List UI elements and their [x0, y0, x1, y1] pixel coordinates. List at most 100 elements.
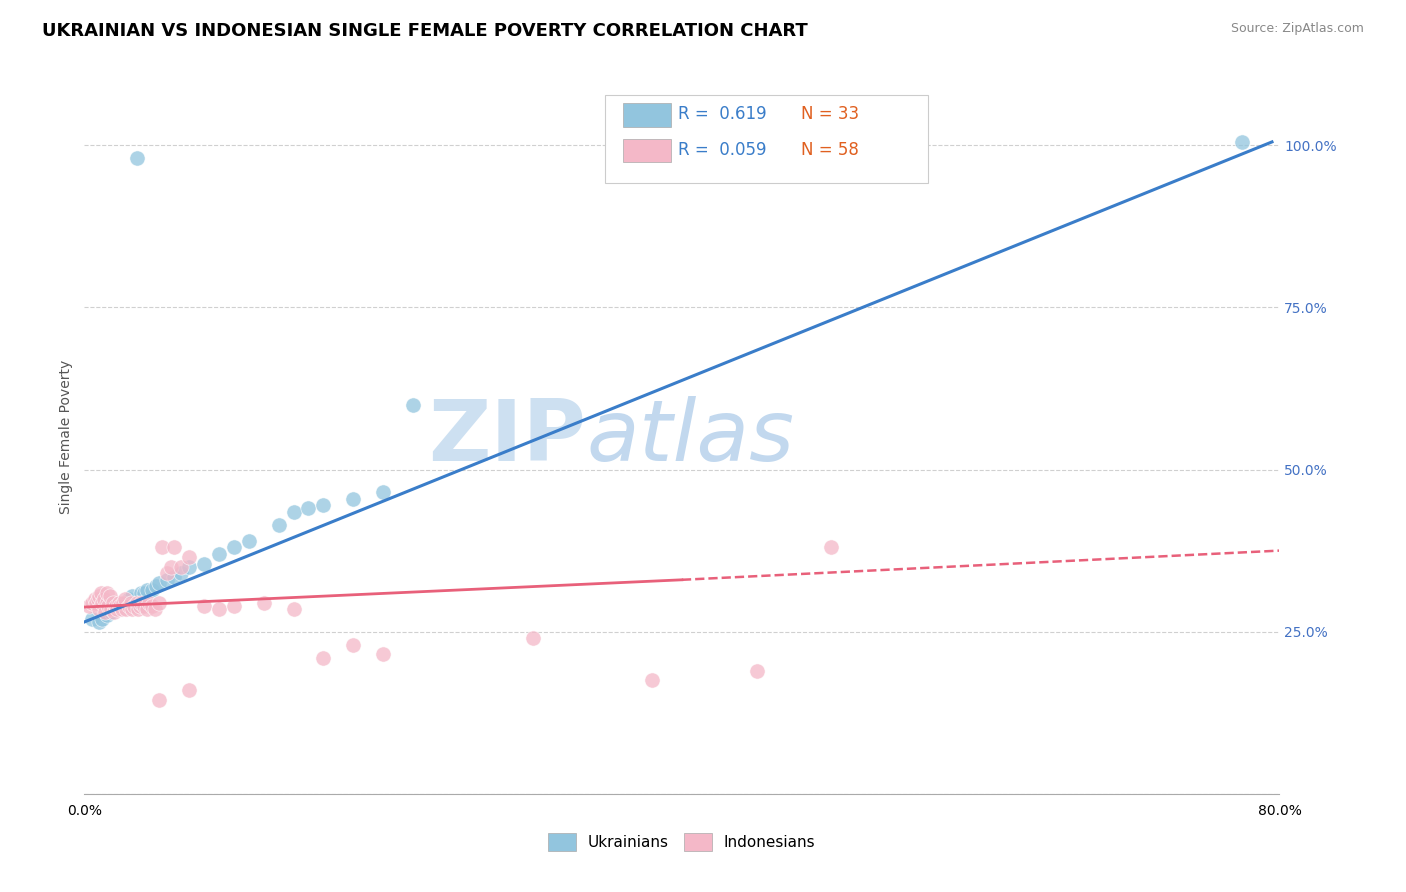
Point [121, 602, 143, 616]
Point [132, 586, 156, 600]
Point [110, 599, 132, 613]
Point [114, 592, 136, 607]
Point [101, 595, 124, 609]
Point [121, 589, 143, 603]
Point [312, 498, 335, 512]
Point [111, 602, 134, 616]
Point [125, 151, 148, 165]
Point [122, 599, 145, 613]
Point [105, 602, 128, 616]
Point [103, 602, 125, 616]
Point [86, 595, 108, 609]
Point [170, 566, 193, 581]
Point [193, 557, 215, 571]
Point [125, 595, 148, 609]
Point [125, 595, 148, 609]
Point [100, 605, 122, 619]
Text: R =  0.619: R = 0.619 [678, 105, 766, 123]
Point [120, 595, 142, 609]
Point [155, 573, 177, 587]
Point [283, 602, 305, 616]
Point [283, 505, 305, 519]
Point [148, 693, 170, 707]
Point [80, 612, 103, 626]
Point [150, 541, 173, 555]
Y-axis label: Single Female Poverty: Single Female Poverty [59, 360, 73, 514]
Point [522, 631, 544, 645]
Point [96, 608, 118, 623]
Point [267, 517, 290, 532]
Point [820, 541, 842, 555]
Point [193, 599, 215, 613]
Point [402, 398, 425, 412]
Point [104, 599, 127, 613]
Point [297, 501, 319, 516]
Point [148, 576, 170, 591]
Point [177, 559, 200, 574]
Point [155, 566, 177, 581]
Point [371, 485, 394, 500]
Point [238, 533, 260, 548]
Point [96, 586, 118, 600]
Point [132, 599, 156, 613]
Point [91, 612, 114, 626]
Text: N = 58: N = 58 [801, 141, 859, 159]
Point [222, 541, 245, 555]
Point [83, 592, 105, 607]
Point [105, 602, 128, 616]
Point [89, 615, 111, 629]
Point [90, 586, 112, 600]
Point [148, 595, 170, 609]
Point [138, 595, 160, 609]
Point [136, 582, 159, 597]
Point [222, 599, 245, 613]
Point [87, 592, 110, 607]
Point [312, 650, 335, 665]
Point [127, 602, 149, 616]
Point [93, 592, 115, 607]
Point [115, 602, 138, 616]
Point [96, 595, 118, 609]
Text: ZIP: ZIP [429, 395, 586, 479]
Point [208, 602, 231, 616]
Point [342, 638, 364, 652]
Point [89, 602, 111, 616]
Point [100, 602, 122, 616]
Text: R =  0.059: R = 0.059 [678, 141, 766, 159]
Point [77, 599, 100, 613]
Point [115, 595, 138, 609]
Point [170, 559, 193, 574]
Point [745, 664, 768, 678]
Point [107, 595, 129, 609]
Point [641, 673, 664, 688]
Point [163, 541, 186, 555]
Point [89, 589, 111, 603]
Point [208, 547, 231, 561]
Point [141, 599, 163, 613]
Point [145, 579, 167, 593]
Point [118, 599, 141, 613]
Point [103, 605, 125, 619]
Point [136, 602, 159, 616]
Point [342, 491, 364, 506]
Point [80, 595, 103, 609]
Point [371, 648, 394, 662]
Point [112, 595, 135, 609]
Text: N = 33: N = 33 [801, 105, 859, 123]
Point [118, 592, 141, 607]
Text: Source: ZipAtlas.com: Source: ZipAtlas.com [1230, 22, 1364, 36]
Point [111, 599, 134, 613]
Point [163, 569, 186, 583]
Point [141, 582, 163, 597]
Point [160, 559, 183, 574]
Point [129, 595, 152, 609]
Point [128, 599, 150, 613]
Point [129, 586, 152, 600]
Point [253, 595, 276, 609]
Point [177, 683, 200, 698]
Point [91, 595, 114, 609]
Point [177, 550, 200, 565]
Point [94, 605, 117, 619]
Text: UKRAINIAN VS INDONESIAN SINGLE FEMALE POVERTY CORRELATION CHART: UKRAINIAN VS INDONESIAN SINGLE FEMALE PO… [42, 22, 808, 40]
Point [1230, 135, 1253, 149]
